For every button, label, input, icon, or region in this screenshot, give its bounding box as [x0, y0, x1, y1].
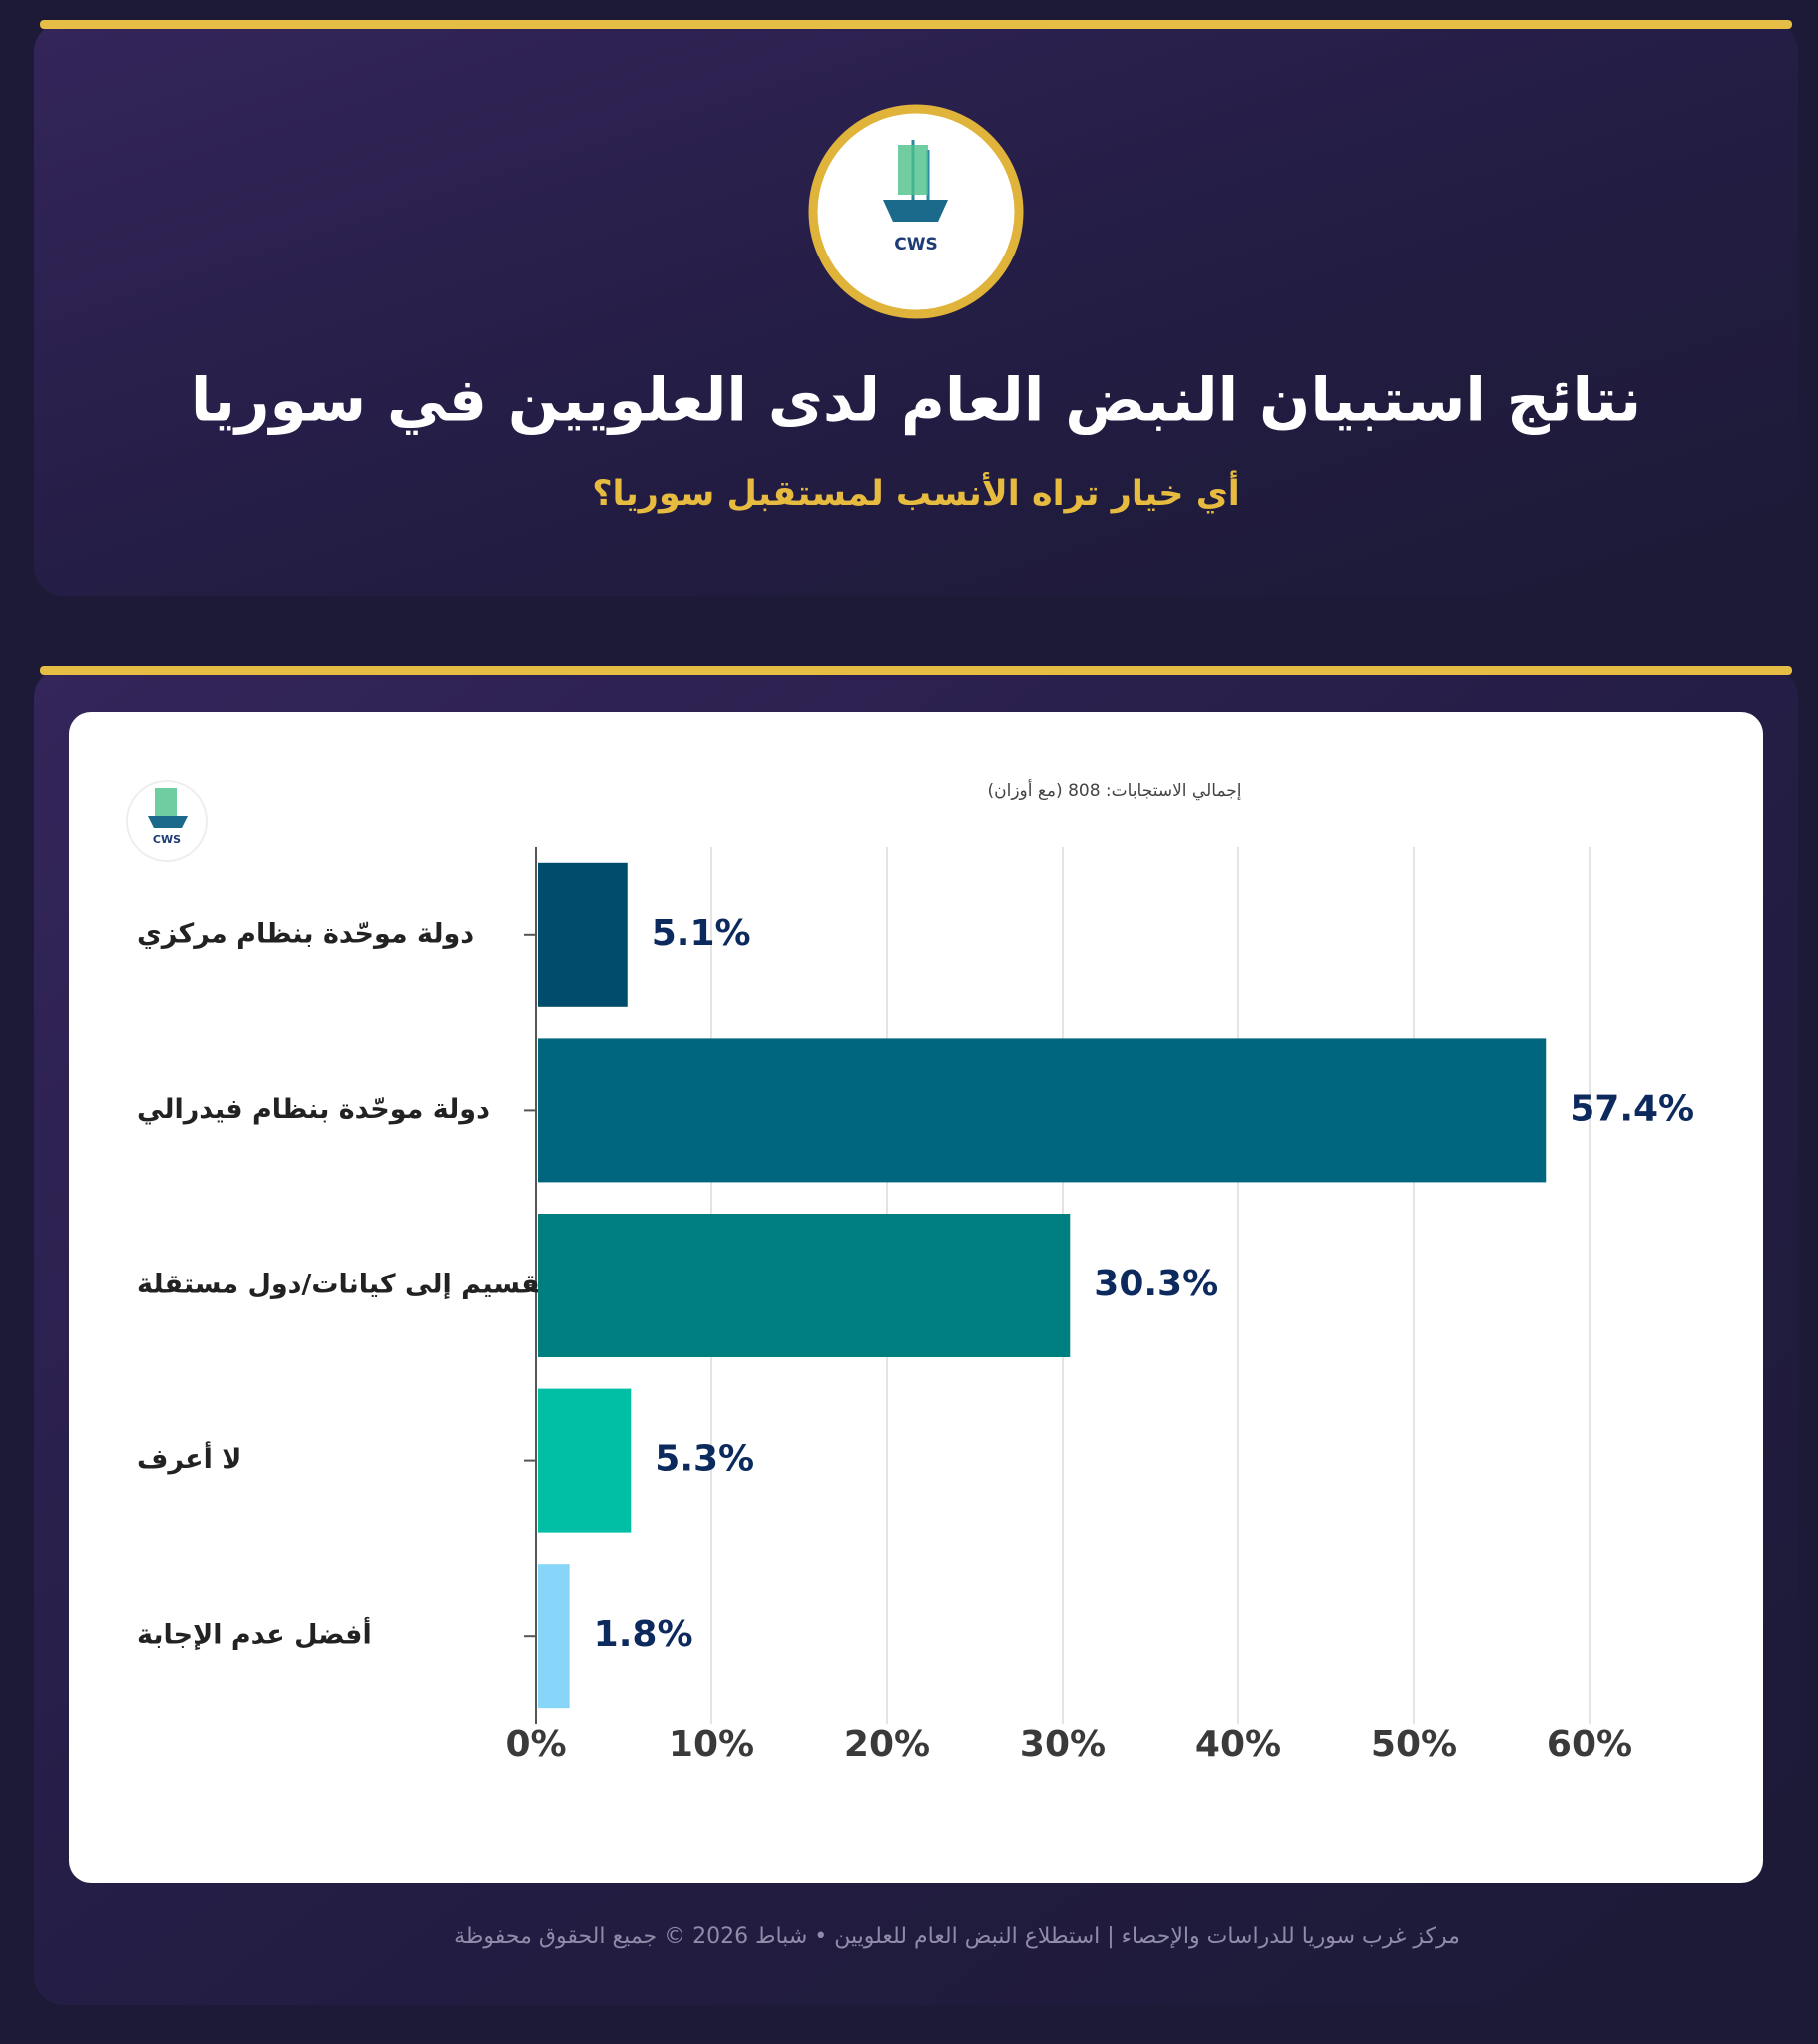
- bar: [538, 862, 628, 1007]
- y-tick-label: أفضل عدم الإجابة: [137, 1617, 372, 1651]
- x-tick-label: 60%: [1547, 1724, 1632, 1765]
- chart-note: إجمالي الاستجابات: 808 (مع أوزان): [987, 779, 1241, 801]
- subtitle: أي خيار تراه الأنسب لمستقبل سوريا؟: [592, 470, 1240, 514]
- x-tick-label: 20%: [844, 1724, 930, 1765]
- bar: [538, 1388, 632, 1533]
- gold-bar: [40, 20, 1792, 29]
- y-tick-label: لا أعرف: [137, 1441, 241, 1475]
- y-tick-label: تقسيم إلى كيانات/دول مستقلة: [137, 1270, 550, 1300]
- value-label: 5.1%: [652, 913, 751, 954]
- logo: CWS: [808, 104, 1024, 319]
- y-tick-label: دولة موحّدة بنظام مركزي: [137, 918, 474, 949]
- title: نتائج استبيان النبض العام لدى العلويين ف…: [191, 366, 1641, 436]
- value-label: 5.3%: [655, 1439, 754, 1480]
- bar: [538, 1038, 1547, 1183]
- x-tick-label: 10%: [669, 1724, 754, 1765]
- footer: مركز غرب سوريا للدراسات والإحصاء | استطل…: [454, 1924, 1460, 1949]
- logo-text: CWS: [894, 235, 937, 255]
- y-tick-label: دولة موحّدة بنظام فيدرالي: [137, 1094, 490, 1125]
- value-label: 30.3%: [1094, 1264, 1218, 1304]
- gold-bar: [40, 666, 1792, 675]
- value-label: 1.8%: [594, 1614, 693, 1655]
- logo-text: CWS: [153, 833, 181, 846]
- x-tick-label: 50%: [1371, 1724, 1457, 1765]
- bar: [538, 1214, 1071, 1357]
- plot: 0% 10% 20% 30% 40% 50% 60% دولة موحّدة بنظام مر…: [137, 847, 1694, 1765]
- chart-logo: CWS: [126, 780, 208, 862]
- x-tick-label: 0%: [505, 1724, 566, 1765]
- bar: [538, 1564, 570, 1709]
- x-tick-label: 40%: [1195, 1724, 1281, 1765]
- x-tick-label: 30%: [1020, 1724, 1106, 1765]
- value-label: 57.4%: [1570, 1088, 1694, 1129]
